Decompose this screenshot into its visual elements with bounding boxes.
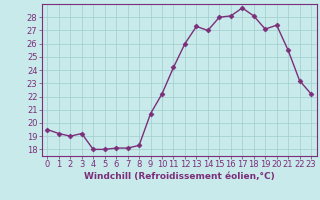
X-axis label: Windchill (Refroidissement éolien,°C): Windchill (Refroidissement éolien,°C) <box>84 172 275 181</box>
